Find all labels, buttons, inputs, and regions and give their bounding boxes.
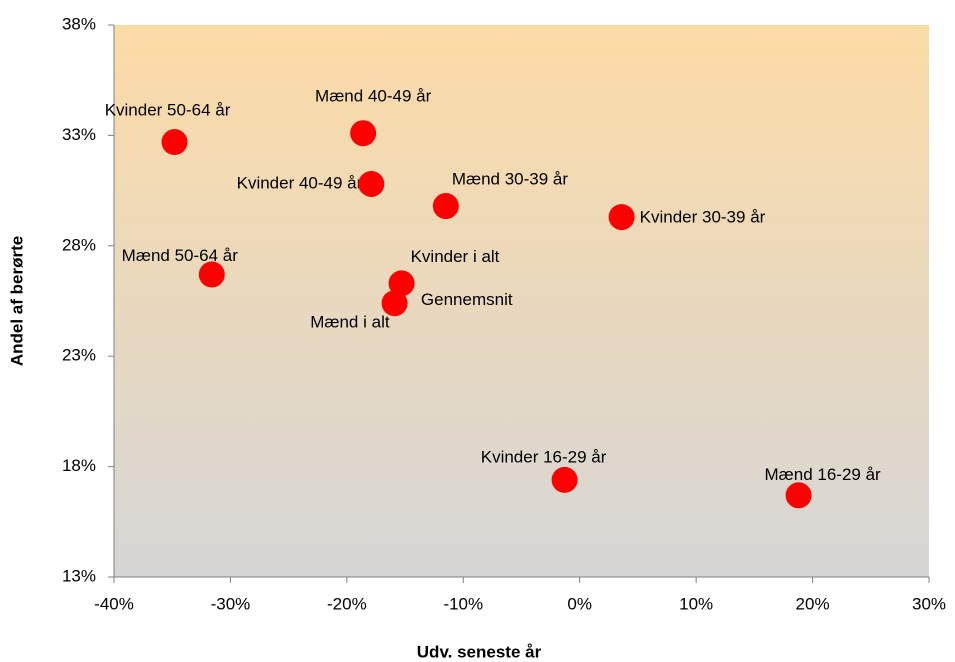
point xyxy=(198,261,225,288)
point xyxy=(358,170,385,197)
point xyxy=(161,129,188,156)
point-label: Mænd 40-49 år xyxy=(315,87,432,106)
point xyxy=(388,270,415,297)
x-tick-label: -40% xyxy=(94,594,134,613)
x-tick-label: 0% xyxy=(567,594,592,613)
point xyxy=(608,204,635,231)
point-label: Mænd 50-64 år xyxy=(122,246,239,265)
y-tick-label: 33% xyxy=(62,125,96,144)
point xyxy=(551,466,578,493)
y-tick-label: 13% xyxy=(62,566,96,585)
point-label: Kvinder i alt xyxy=(411,247,500,266)
x-tick-label: -10% xyxy=(443,594,483,613)
y-axis-title: Andel af berørte xyxy=(7,236,26,366)
point-label: Kvinder 50-64 år xyxy=(105,101,231,120)
x-tick-label: -30% xyxy=(211,594,251,613)
point-label: Kvinder 40-49 år xyxy=(237,173,363,192)
point xyxy=(432,193,459,220)
x-tick-label: -20% xyxy=(327,594,367,613)
y-tick-label: 28% xyxy=(62,235,96,254)
x-axis-title: Udv. seneste år xyxy=(417,642,542,661)
x-tick-label: 30% xyxy=(912,594,946,613)
point xyxy=(785,482,812,509)
x-tick-label: 20% xyxy=(796,594,830,613)
point-label: Gennemsnit xyxy=(421,290,513,309)
point-label: Mænd i alt xyxy=(310,313,390,332)
point xyxy=(350,120,377,147)
y-tick-label: 38% xyxy=(62,14,96,33)
y-tick-label: 23% xyxy=(62,346,96,365)
point-label: Mænd 30-39 år xyxy=(452,170,569,189)
x-tick-label: 10% xyxy=(679,594,713,613)
point-label: Kvinder 30-39 år xyxy=(640,208,766,227)
point xyxy=(381,290,408,317)
point-label: Kvinder 16-29 år xyxy=(481,447,607,466)
y-tick-label: 18% xyxy=(62,456,96,475)
point-label: Mænd 16-29 år xyxy=(764,465,881,484)
